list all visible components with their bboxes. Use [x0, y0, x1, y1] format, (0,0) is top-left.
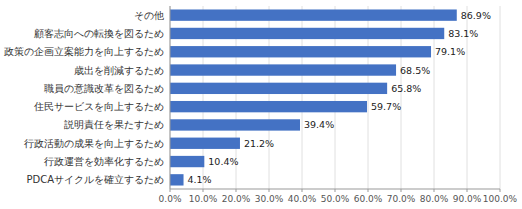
tick-label: 60.0% [354, 194, 383, 204]
category-label: 住民サービスを向上するため [34, 101, 164, 112]
y-axis-line [170, 6, 171, 189]
bar [170, 9, 457, 20]
category-label: PDCAサイクルを確立するため [26, 174, 164, 185]
tick-label: 50.0% [321, 194, 350, 204]
tick-label: 70.0% [387, 194, 416, 204]
chart-container: その他顧客志向への転換を図るため政策の企画立案能力を向上するため歳出を削減するた… [0, 0, 522, 209]
x-ticks: 0.0% 10.0% 20.0% 30.0% 40.0% 50.0% 60.0% 70.0% 8… [159, 189, 518, 204]
bar [170, 46, 431, 57]
data-label: 86.9% [461, 10, 491, 21]
tick-label: 80.0% [420, 194, 449, 204]
tick-label: 40.0% [288, 194, 317, 204]
tick-label: 100.0% [483, 194, 518, 204]
x-axis-line [170, 189, 500, 190]
data-label: 21.2% [244, 138, 274, 149]
bar [170, 138, 240, 149]
chart-svg: その他顧客志向への転換を図るため政策の企画立案能力を向上するため歳出を削減するた… [0, 0, 522, 209]
grid [170, 6, 500, 189]
data-label: 83.1% [448, 28, 478, 39]
tick-label: 30.0% [255, 194, 284, 204]
bar [170, 28, 444, 39]
data-label: 10.4% [208, 156, 238, 167]
data-label: 65.8% [391, 83, 421, 94]
tick-label: 90.0% [453, 194, 482, 204]
bar [170, 156, 204, 167]
data-label: 4.1% [188, 174, 212, 185]
bar [170, 101, 367, 112]
data-label: 79.1% [435, 46, 465, 57]
category-label: 職員の意識改革を図るため [44, 83, 164, 94]
category-label: 政策の企画立案能力を向上するため [4, 46, 164, 57]
category-label: 説明責任を果たすため [64, 119, 164, 130]
category-labels: その他顧客志向への転換を図るため政策の企画立案能力を向上するため歳出を削減するた… [4, 10, 164, 186]
data-label: 68.5% [400, 65, 430, 76]
category-label: 顧客志向への転換を図るため [34, 28, 164, 39]
tick-label: 10.0% [189, 194, 218, 204]
grid-line [170, 6, 171, 189]
category-label: 行政運営を効率化するため [44, 156, 164, 167]
data-labels: 86.9% 83.1% 79.1% 68.5% 65.8% 59.7% 39.4% 21.2%… [188, 10, 491, 186]
bar [170, 64, 396, 75]
category-label: 行政活動の成果を向上するため [24, 138, 164, 149]
category-label: 歳出を削減するため [74, 65, 164, 76]
bars [170, 9, 457, 185]
data-label: 59.7% [371, 101, 401, 112]
bar [170, 83, 387, 94]
tick-label: 0.0% [159, 194, 182, 204]
bar [170, 174, 184, 185]
category-label: その他 [134, 10, 164, 21]
grid-line [500, 6, 501, 189]
bar [170, 119, 300, 130]
data-label: 39.4% [304, 119, 334, 130]
tick-label: 20.0% [222, 194, 251, 204]
